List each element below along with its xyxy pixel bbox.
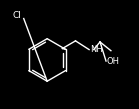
- Text: NH: NH: [90, 45, 102, 54]
- Text: OH: OH: [107, 57, 120, 66]
- Text: Cl: Cl: [12, 11, 21, 20]
